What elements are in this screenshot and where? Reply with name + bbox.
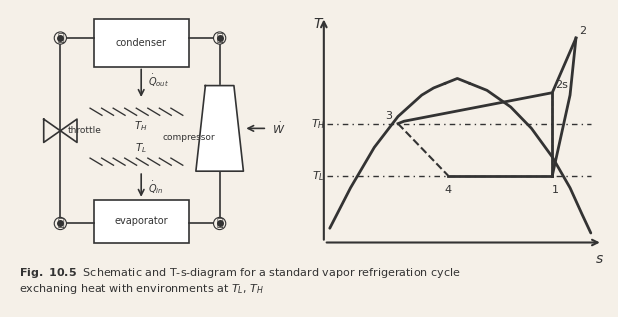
Text: $T_H$: $T_H$ xyxy=(311,117,325,131)
Text: $T_L$: $T_L$ xyxy=(311,169,324,183)
Text: compressor: compressor xyxy=(163,133,215,142)
Text: condenser: condenser xyxy=(116,38,167,48)
Text: ④: ④ xyxy=(57,218,64,229)
Text: evaporator: evaporator xyxy=(114,216,168,226)
Text: $T_L$: $T_L$ xyxy=(135,142,147,156)
Text: T: T xyxy=(314,16,322,31)
Text: $\bf{Fig.\ 10.5}$  Schematic and T-s-diagram for a standard vapor refrigeration : $\bf{Fig.\ 10.5}$ Schematic and T-s-diag… xyxy=(19,266,460,296)
Text: 2s: 2s xyxy=(555,80,568,90)
Polygon shape xyxy=(196,86,243,171)
Text: ①: ① xyxy=(216,218,223,229)
Text: throttle: throttle xyxy=(67,126,101,135)
Text: ③: ③ xyxy=(57,33,64,43)
Text: $\dot{Q}_{in}$: $\dot{Q}_{in}$ xyxy=(148,179,164,196)
Text: $\dot{Q}_{out}$: $\dot{Q}_{out}$ xyxy=(148,72,169,89)
FancyBboxPatch shape xyxy=(94,200,188,243)
Text: 1: 1 xyxy=(552,185,559,196)
Text: ②: ② xyxy=(216,33,223,43)
Text: 3: 3 xyxy=(385,111,392,121)
Text: s: s xyxy=(595,252,603,266)
Text: $\dot{W}$: $\dot{W}$ xyxy=(272,121,286,136)
Text: $T_H$: $T_H$ xyxy=(134,119,148,133)
Text: 2: 2 xyxy=(579,26,586,36)
Text: 4: 4 xyxy=(445,185,452,196)
FancyBboxPatch shape xyxy=(94,19,188,67)
